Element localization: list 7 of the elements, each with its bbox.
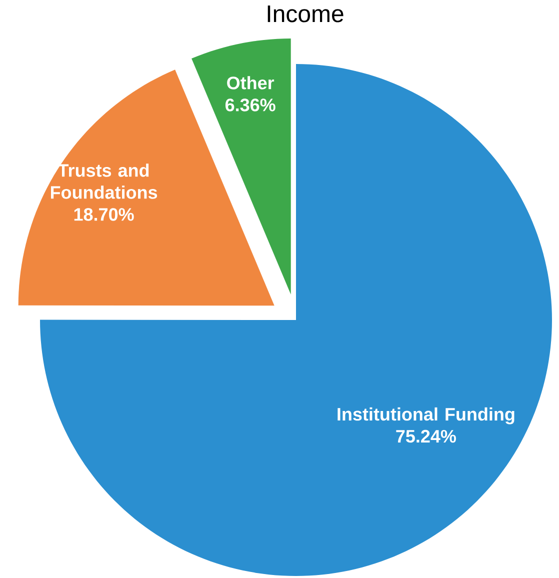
chart-title: Income (268, 6, 344, 22)
slice-label: Institutional Funding (338, 407, 514, 424)
data-label: 6.36% (225, 98, 276, 112)
data-label: 18.70% (74, 208, 134, 221)
slice-label: Other (226, 76, 274, 90)
data-label: 75.24% (396, 430, 456, 443)
slice-label: Trusts and Foundations (50, 164, 157, 199)
